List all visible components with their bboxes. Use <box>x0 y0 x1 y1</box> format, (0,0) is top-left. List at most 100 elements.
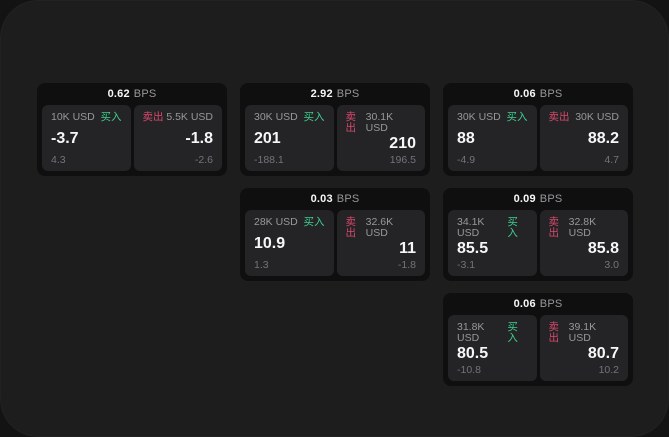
buy-delta-value: 4.3 <box>51 153 66 166</box>
bps-value: 0.62 <box>107 88 130 100</box>
buy-price-value: 88 <box>457 129 475 147</box>
bps-unit-label: BPS <box>133 88 157 100</box>
sell-badge: 卖出 <box>142 111 164 123</box>
buy-tile[interactable]: 34.1K USD 买入 85.5 -3.1 <box>448 210 537 276</box>
bps-unit-label: BPS <box>539 298 563 310</box>
buy-amount-label: 10K USD <box>51 111 95 123</box>
bps-value: 0.06 <box>513 298 536 310</box>
sell-amount-label: 32.8K USD <box>568 216 597 239</box>
buy-amount-label: 34.1K USD <box>457 216 485 239</box>
sell-delta-value: 4.7 <box>604 153 619 166</box>
card-body: 10K USD 买入 -3.7 4.3 卖出 5.5K USD -1.8 -2.… <box>37 105 227 176</box>
sell-price-value: 85.8 <box>587 239 619 257</box>
sell-badge: 卖出 <box>548 111 570 123</box>
sell-delta-value: 10.2 <box>598 363 619 376</box>
sell-tile[interactable]: 卖出 30.1K USD 210 196.5 <box>336 105 425 171</box>
bps-value: 0.03 <box>310 193 333 205</box>
sell-badge: 卖出 <box>345 216 357 239</box>
card-body: 30K USD 买入 88 -4.9 卖出 30K USD 88.2 4.7 <box>443 105 633 176</box>
buy-tile[interactable]: 30K USD 买入 201 -188.1 <box>245 105 334 171</box>
bps-value: 0.06 <box>513 88 536 100</box>
buy-badge: 买入 <box>303 111 325 123</box>
card-header: 0.06 BPS <box>443 293 633 315</box>
card-header: 2.92 BPS <box>240 83 430 105</box>
sell-delta-value: 3.0 <box>604 258 619 271</box>
sell-amount-label: 5.5K USD <box>166 111 213 123</box>
bps-unit-label: BPS <box>539 193 563 205</box>
card-header: 0.03 BPS <box>240 188 430 210</box>
sell-tile-header: 卖出 39.1K USD <box>549 322 620 343</box>
sell-price-value: 11 <box>399 239 416 257</box>
buy-tile[interactable]: 30K USD 买入 88 -4.9 <box>448 105 537 171</box>
bps-unit-label: BPS <box>539 88 563 100</box>
bps-unit-label: BPS <box>336 193 360 205</box>
card-body: 28K USD 买入 10.9 1.3 卖出 32.6K USD 11 -1.8 <box>240 210 430 281</box>
sell-delta-value: -2.6 <box>194 153 213 166</box>
bps-value: 0.09 <box>513 193 536 205</box>
buy-amount-label: 30K USD <box>457 111 501 123</box>
sell-tile[interactable]: 卖出 32.6K USD 11 -1.8 <box>336 210 425 276</box>
buy-delta-value: -10.8 <box>457 363 481 376</box>
card-body: 30K USD 买入 201 -188.1 卖出 30.1K USD 210 1… <box>240 105 430 176</box>
card-header: 0.62 BPS <box>37 83 227 105</box>
buy-badge: 买入 <box>506 111 528 123</box>
bps-unit-label: BPS <box>336 88 360 100</box>
quote-card: 0.62 BPS 10K USD 买入 -3.7 4.3 卖出 5.5K USD… <box>37 83 227 176</box>
sell-tile-header: 卖出 30K USD <box>549 112 620 123</box>
buy-delta-value: -4.9 <box>457 153 476 166</box>
sell-tile[interactable]: 卖出 30K USD 88.2 4.7 <box>539 105 628 171</box>
buy-tile[interactable]: 31.8K USD 买入 80.5 -10.8 <box>448 315 537 381</box>
buy-price-value: 201 <box>254 129 281 147</box>
sell-tile[interactable]: 卖出 5.5K USD -1.8 -2.6 <box>133 105 222 171</box>
sell-tile[interactable]: 卖出 39.1K USD 80.7 10.2 <box>539 315 628 381</box>
buy-delta-value: -3.1 <box>457 258 476 271</box>
sell-amount-label: 32.6K USD <box>365 216 394 239</box>
buy-tile-header: 31.8K USD 买入 <box>457 322 528 343</box>
sell-tile-header: 卖出 5.5K USD <box>143 112 214 123</box>
buy-badge: 买入 <box>507 321 518 344</box>
buy-amount-label: 30K USD <box>254 111 298 123</box>
buy-amount-label: 31.8K USD <box>457 321 485 344</box>
buy-badge: 买入 <box>303 216 325 228</box>
buy-badge: 买入 <box>507 216 518 239</box>
buy-badge: 买入 <box>100 111 122 123</box>
buy-amount-label: 28K USD <box>254 216 298 228</box>
sell-amount-label: 39.1K USD <box>568 321 597 344</box>
bps-value: 2.92 <box>310 88 333 100</box>
sell-badge: 卖出 <box>345 111 357 134</box>
buy-delta-value: 1.3 <box>254 258 269 271</box>
card-header: 0.06 BPS <box>443 83 633 105</box>
quote-card: 0.06 BPS 30K USD 买入 88 -4.9 卖出 30K USD 8… <box>443 83 633 176</box>
buy-delta-value: -188.1 <box>254 153 284 166</box>
sell-price-value: 80.7 <box>587 344 619 362</box>
sell-badge: 卖出 <box>548 321 560 344</box>
card-body: 31.8K USD 买入 80.5 -10.8 卖出 39.1K USD 80.… <box>443 315 633 386</box>
buy-tile[interactable]: 10K USD 买入 -3.7 4.3 <box>42 105 131 171</box>
sell-tile-header: 卖出 32.6K USD <box>346 217 417 238</box>
quote-card: 0.09 BPS 34.1K USD 买入 85.5 -3.1 卖出 32.8K… <box>443 188 633 281</box>
card-body: 34.1K USD 买入 85.5 -3.1 卖出 32.8K USD 85.8… <box>443 210 633 281</box>
buy-price-value: -3.7 <box>51 129 79 147</box>
sell-amount-label: 30K USD <box>575 111 619 123</box>
sell-badge: 卖出 <box>548 216 560 239</box>
buy-price-value: 85.5 <box>457 239 489 257</box>
sell-tile[interactable]: 卖出 32.8K USD 85.8 3.0 <box>539 210 628 276</box>
buy-tile-header: 30K USD 买入 <box>254 112 325 123</box>
sell-price-value: -1.8 <box>185 129 213 147</box>
sell-price-value: 210 <box>389 134 416 152</box>
sell-amount-label: 30.1K USD <box>365 111 394 134</box>
quote-card: 2.92 BPS 30K USD 买入 201 -188.1 卖出 30.1K … <box>240 83 430 176</box>
buy-tile-header: 30K USD 买入 <box>457 112 528 123</box>
buy-price-value: 80.5 <box>457 344 489 362</box>
quote-card: 0.06 BPS 31.8K USD 买入 80.5 -10.8 卖出 39.1… <box>443 293 633 386</box>
buy-tile-header: 34.1K USD 买入 <box>457 217 528 238</box>
buy-tile-header: 28K USD 买入 <box>254 217 325 228</box>
buy-price-value: 10.9 <box>254 234 286 252</box>
buy-tile[interactable]: 28K USD 买入 10.9 1.3 <box>245 210 334 276</box>
sell-delta-value: 196.5 <box>389 153 416 166</box>
sell-delta-value: -1.8 <box>397 258 416 271</box>
card-header: 0.09 BPS <box>443 188 633 210</box>
quote-card: 0.03 BPS 28K USD 买入 10.9 1.3 卖出 32.6K US… <box>240 188 430 281</box>
